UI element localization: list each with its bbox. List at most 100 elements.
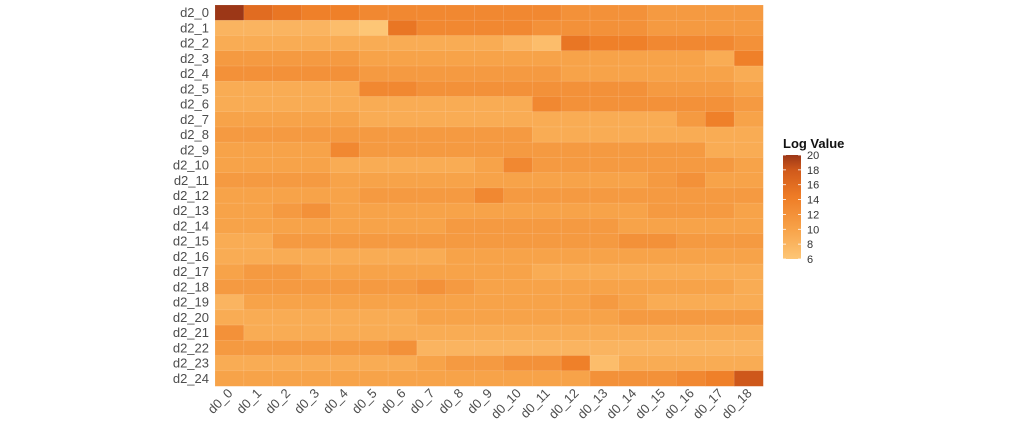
heatmap-cell-d2_7-d0_12 — [560, 111, 591, 128]
heatmap-cell-d2_17-d0_3 — [301, 263, 331, 280]
heatmap-cell-d2_5-d0_16 — [676, 80, 706, 98]
heatmap-cell-d2_17-d0_13 — [589, 263, 620, 280]
y-tick-label: d2_9 — [180, 142, 209, 157]
heatmap-cell-d2_10-d0_6 — [387, 157, 418, 174]
heatmap-cell-d2_3-d0_18 — [733, 50, 764, 67]
heatmap-cell-d2_22-d0_7 — [416, 339, 447, 357]
x-tick-label: d0_17 — [690, 386, 726, 422]
heatmap-cell-d2_13-d0_8 — [445, 202, 476, 219]
heatmap-cell-d2_12-d0_4 — [330, 187, 360, 204]
legend-tick-label: 8 — [807, 239, 813, 251]
heatmap-cell-d2_17-d0_8 — [445, 263, 476, 280]
heatmap-cell-d2_23-d0_16 — [676, 355, 706, 372]
heatmap-cell-d2_3-d0_15 — [647, 50, 678, 67]
heatmap-cell-d2_3-d0_5 — [358, 50, 389, 67]
heatmap-cell-d2_21-d0_14 — [618, 324, 649, 341]
heatmap-cell-d2_22-d0_0 — [214, 339, 245, 357]
heatmap-cell-d2_14-d0_8 — [445, 218, 476, 235]
heatmap-cell-d2_15-d0_8 — [445, 233, 476, 250]
heatmap-cell-d2_4-d0_2 — [272, 65, 303, 82]
heatmap-cell-d2_0-d0_10 — [503, 4, 533, 21]
heatmap-cell-d2_8-d0_15 — [647, 126, 678, 143]
heatmap-cell-d2_20-d0_11 — [531, 309, 562, 326]
heatmap-cell-d2_10-d0_1 — [243, 157, 274, 174]
heatmap-cell-d2_13-d0_18 — [733, 202, 764, 219]
heatmap-cell-d2_16-d0_14 — [618, 248, 649, 265]
heatmap-cell-d2_22-d0_1 — [243, 339, 274, 357]
heatmap-cell-d2_16-d0_17 — [705, 248, 735, 265]
heatmap-cell-d2_17-d0_10 — [503, 263, 533, 280]
heatmap-cell-d2_2-d0_13 — [589, 35, 620, 52]
heatmap-cell-d2_23-d0_3 — [301, 355, 331, 372]
heatmap-cell-d2_22-d0_13 — [589, 339, 620, 357]
heatmap-cell-d2_22-d0_2 — [272, 339, 303, 357]
y-tick-label: d2_24 — [173, 371, 209, 386]
heatmap-cell-d2_16-d0_4 — [330, 248, 360, 265]
heatmap-cell-d2_7-d0_18 — [733, 111, 764, 128]
heatmap-cell-d2_16-d0_15 — [647, 248, 678, 265]
y-tick-label: d2_0 — [180, 5, 209, 20]
y-tick-label: d2_17 — [173, 264, 209, 279]
heatmap-cell-d2_20-d0_4 — [330, 309, 360, 326]
x-tick-label: d0_7 — [406, 386, 437, 417]
heatmap-cell-d2_9-d0_9 — [474, 141, 505, 159]
heatmap-cell-d2_20-d0_1 — [243, 309, 274, 326]
heatmap-cell-d2_2-d0_8 — [445, 35, 476, 52]
heatmap-cell-d2_10-d0_14 — [618, 157, 649, 174]
heatmap-cell-d2_19-d0_17 — [705, 294, 735, 311]
heatmap-cell-d2_15-d0_0 — [214, 233, 245, 250]
heatmap-cell-d2_18-d0_17 — [705, 279, 735, 296]
heatmap-cell-d2_23-d0_18 — [733, 355, 764, 372]
heatmap-cell-d2_3-d0_2 — [272, 50, 303, 67]
heatmap-cell-d2_16-d0_12 — [560, 248, 591, 265]
y-tick-label: d2_7 — [180, 112, 209, 127]
heatmap-cell-d2_10-d0_15 — [647, 157, 678, 174]
heatmap-cell-d2_8-d0_17 — [705, 126, 735, 143]
heatmap-cell-d2_9-d0_11 — [531, 141, 562, 159]
heatmap-cell-d2_21-d0_6 — [387, 324, 418, 341]
heatmap-cell-d2_0-d0_2 — [272, 4, 303, 21]
heatmap-cell-d2_19-d0_4 — [330, 294, 360, 311]
heatmap-cell-d2_12-d0_10 — [503, 187, 533, 204]
heatmap-cell-d2_14-d0_12 — [560, 218, 591, 235]
heatmap-cell-d2_14-d0_10 — [503, 218, 533, 235]
heatmap-cell-d2_21-d0_11 — [531, 324, 562, 341]
heatmap-cell-d2_8-d0_8 — [445, 126, 476, 143]
heatmap-cell-d2_8-d0_16 — [676, 126, 706, 143]
heatmap-cell-d2_18-d0_7 — [416, 279, 447, 296]
heatmap-cell-d2_14-d0_17 — [705, 218, 735, 235]
heatmap-cell-d2_5-d0_7 — [416, 80, 447, 98]
heatmap-cell-d2_13-d0_7 — [416, 202, 447, 219]
heatmap-cell-d2_19-d0_8 — [445, 294, 476, 311]
heatmap-cell-d2_22-d0_18 — [733, 339, 764, 357]
heatmap-cell-d2_14-d0_1 — [243, 218, 274, 235]
heatmap-cell-d2_3-d0_14 — [618, 50, 649, 67]
heatmap-cell-d2_18-d0_5 — [358, 279, 389, 296]
heatmap-cell-d2_12-d0_9 — [474, 187, 505, 204]
heatmap-cell-d2_4-d0_6 — [387, 65, 418, 82]
legend-tick-label: 6 — [807, 254, 813, 266]
heatmap-cell-d2_9-d0_18 — [733, 141, 764, 159]
heatmap-cell-d2_21-d0_1 — [243, 324, 274, 341]
heatmap-cell-d2_20-d0_17 — [705, 309, 735, 326]
heatmap-cell-d2_18-d0_4 — [330, 279, 360, 296]
heatmap-cell-d2_0-d0_1 — [243, 4, 274, 21]
heatmap-cell-d2_21-d0_10 — [503, 324, 533, 341]
x-tick-label: d0_10 — [488, 386, 524, 422]
heatmap-cell-d2_17-d0_7 — [416, 263, 447, 280]
heatmap-cell-d2_17-d0_1 — [243, 263, 274, 280]
heatmap-cell-d2_0-d0_15 — [647, 4, 678, 21]
heatmap-cell-d2_9-d0_15 — [647, 141, 678, 159]
y-tick-label: d2_21 — [173, 325, 209, 340]
x-tick-label: d0_6 — [378, 386, 409, 417]
x-tick-label: d0_8 — [435, 386, 466, 417]
heatmap-cell-d2_6-d0_10 — [503, 96, 533, 113]
heatmap-cell-d2_16-d0_6 — [387, 248, 418, 265]
heatmap-cell-d2_3-d0_16 — [676, 50, 706, 67]
heatmap-cell-d2_19-d0_11 — [531, 294, 562, 311]
heatmap-cell-d2_1-d0_9 — [474, 19, 505, 37]
heatmap-cell-d2_15-d0_7 — [416, 233, 447, 250]
heatmap-cell-d2_12-d0_2 — [272, 187, 303, 204]
heatmap-cell-d2_19-d0_6 — [387, 294, 418, 311]
